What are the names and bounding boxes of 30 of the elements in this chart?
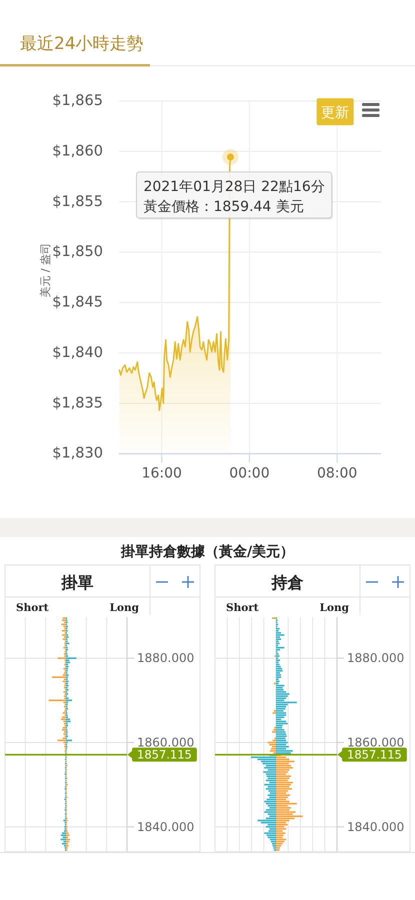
y-tick-label: $1,845 — [52, 294, 103, 311]
y-tick-label: 1880.000 — [137, 651, 194, 666]
y-tick-label: $1,840 — [52, 344, 103, 361]
y-tick-label: 1880.000 — [347, 651, 404, 666]
y-tick-label: 1860.000 — [137, 736, 194, 750]
annotation: 更新 — [321, 104, 350, 121]
text: Short — [16, 602, 49, 614]
y-tick-label: $1,850 — [52, 244, 103, 260]
y-tick-label: 1860.000 — [347, 736, 404, 750]
text: 掛單持倉數據（黃金/美元） — [120, 543, 294, 560]
chart-subtitle: 掛單 — [60, 573, 94, 592]
y-tick-label: $1,865 — [52, 93, 103, 109]
annotation: 2021年01月28日 22點16分黃金價格：1859.44 美元 — [143, 179, 325, 216]
text: Short — [226, 602, 259, 614]
ref-line-label: 1857.115 — [347, 748, 402, 762]
text: Long — [110, 602, 140, 614]
chart-subtitle: 持倉 — [270, 573, 304, 592]
y-tick-label: 1840.000 — [137, 820, 194, 834]
y-tick-label: $1,855 — [52, 194, 103, 210]
y-axis-title: 美元 / 盎司 — [39, 243, 52, 298]
y-tick-label: $1,830 — [52, 446, 103, 462]
y-tick-label: $1,835 — [52, 395, 103, 412]
text: Long — [320, 602, 350, 614]
x-tick-label: 16:00 — [142, 466, 182, 482]
ref-line-label: 1857.115 — [137, 748, 192, 762]
chart-title: 最近24小時走勢 — [20, 34, 144, 54]
y-tick-label: 1840.000 — [347, 820, 404, 834]
x-tick-label: 08:00 — [316, 466, 358, 482]
y-tick-label: $1,860 — [52, 143, 103, 160]
x-tick-label: 00:00 — [229, 466, 270, 482]
